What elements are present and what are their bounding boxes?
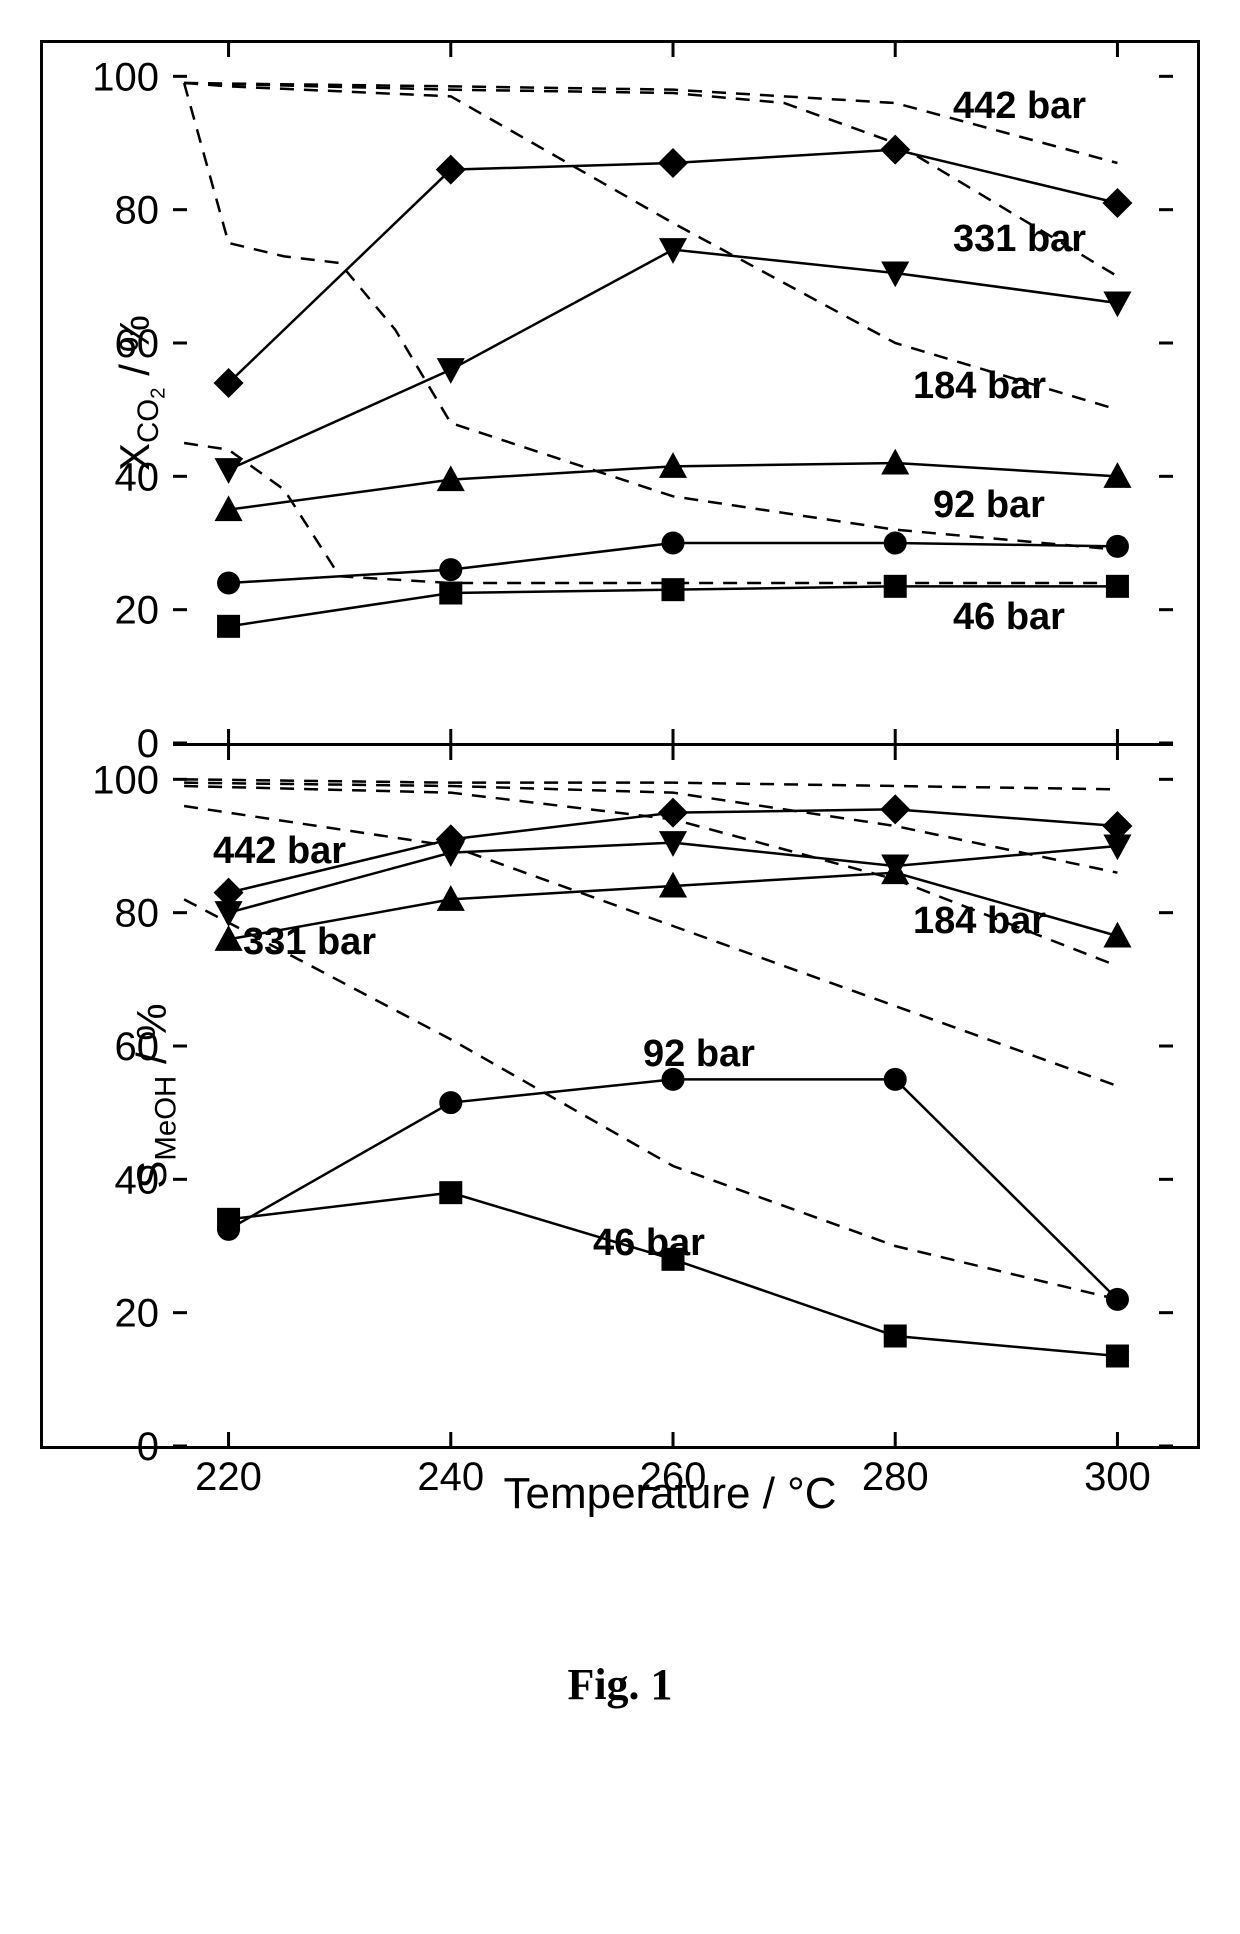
svg-text:20: 20	[115, 1292, 160, 1336]
svg-text:260: 260	[640, 1455, 707, 1499]
figure-container: XCO2 / % 020406080100 442 bar331 bar184 …	[40, 40, 1200, 1710]
series-label: 442 bar	[213, 830, 346, 873]
series-label: 92 bar	[933, 484, 1045, 527]
svg-text:80: 80	[115, 189, 160, 233]
svg-text:220: 220	[195, 1455, 262, 1499]
series-label: 92 bar	[643, 1033, 755, 1076]
svg-text:40: 40	[115, 455, 160, 499]
series-label: 442 bar	[953, 85, 1086, 128]
svg-text:100: 100	[92, 758, 159, 802]
svg-text:100: 100	[92, 55, 159, 99]
svg-text:60: 60	[115, 1025, 160, 1069]
series-label: 184 bar	[913, 900, 1046, 943]
svg-text:0: 0	[137, 1425, 159, 1469]
series-label: 331 bar	[243, 921, 376, 964]
svg-text:240: 240	[417, 1455, 484, 1499]
svg-text:60: 60	[115, 322, 160, 366]
svg-text:280: 280	[862, 1455, 929, 1499]
panels-frame: XCO2 / % 020406080100 442 bar331 bar184 …	[40, 40, 1200, 1449]
series-label: 184 bar	[913, 365, 1046, 408]
svg-text:300: 300	[1084, 1455, 1151, 1499]
panel-top: XCO2 / % 020406080100 442 bar331 bar184 …	[173, 43, 1173, 743]
svg-text:80: 80	[115, 892, 160, 936]
series-label: 331 bar	[953, 218, 1086, 261]
svg-text:20: 20	[115, 589, 160, 633]
series-label: 46 bar	[593, 1222, 705, 1265]
svg-text:40: 40	[115, 1158, 160, 1202]
series-label: 46 bar	[953, 596, 1065, 639]
figure-caption: Fig. 1	[40, 1659, 1200, 1710]
panel-bottom: SMeOH / % 020406080100220240260280300 44…	[173, 743, 1173, 1446]
